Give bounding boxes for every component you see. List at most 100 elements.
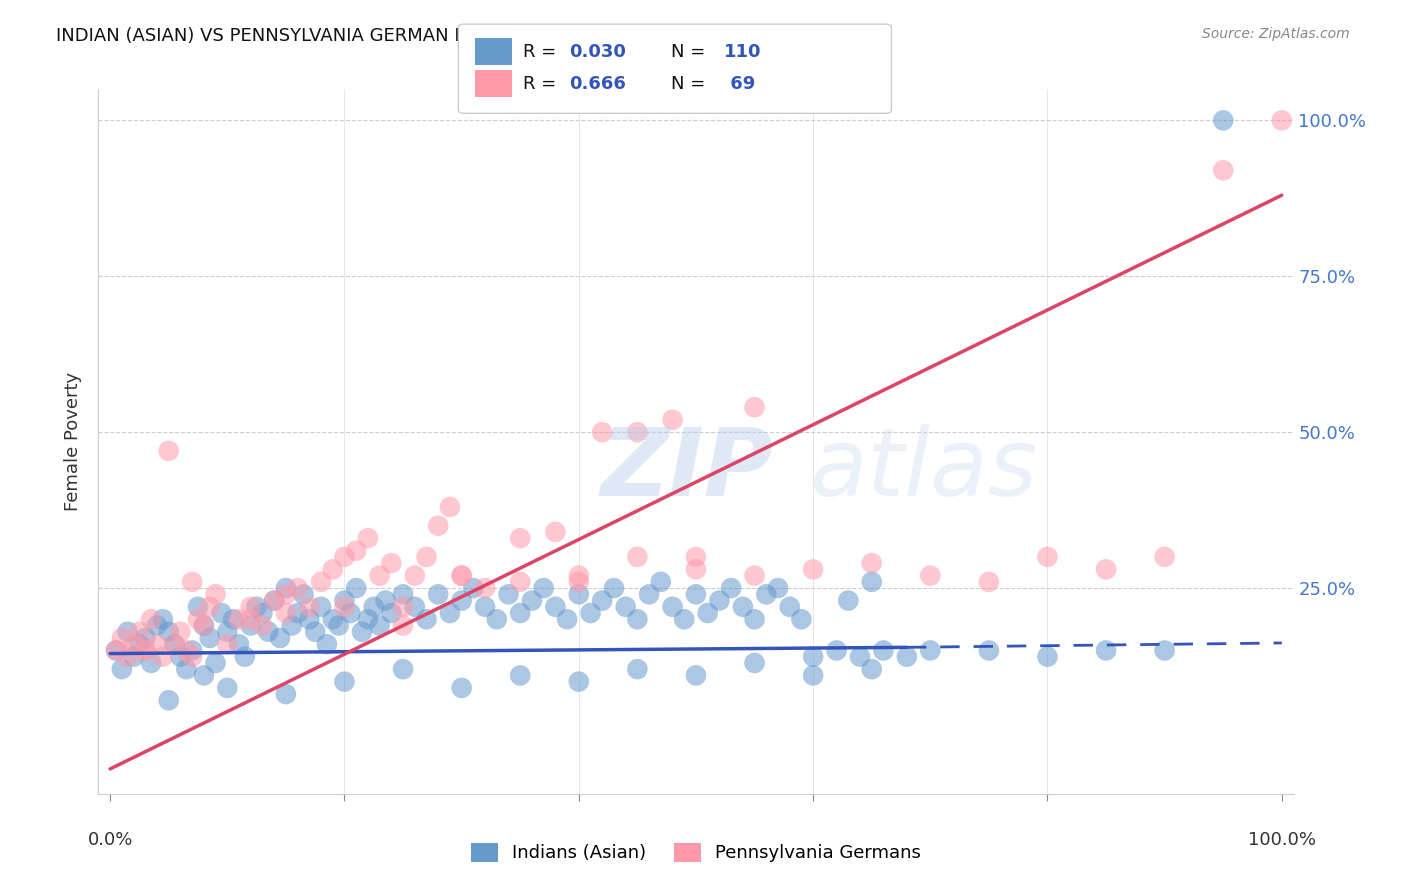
Point bbox=[128, 637, 150, 651]
Point bbox=[744, 612, 766, 626]
Point bbox=[252, 606, 274, 620]
Point bbox=[404, 599, 426, 614]
Text: 0.0%: 0.0% bbox=[87, 831, 132, 849]
Point bbox=[128, 624, 150, 639]
Point bbox=[269, 631, 291, 645]
Point bbox=[309, 574, 332, 589]
Point bbox=[544, 524, 567, 539]
Point bbox=[614, 599, 637, 614]
Point bbox=[263, 593, 285, 607]
Point bbox=[211, 606, 233, 620]
Point bbox=[626, 425, 648, 440]
Point bbox=[274, 587, 297, 601]
Point bbox=[744, 568, 766, 582]
Point bbox=[544, 599, 567, 614]
Point bbox=[198, 599, 221, 614]
Point bbox=[198, 631, 221, 645]
Point bbox=[287, 606, 309, 620]
Point bbox=[591, 425, 613, 440]
Point bbox=[339, 606, 361, 620]
Point bbox=[322, 562, 344, 576]
Point bbox=[274, 581, 297, 595]
Point bbox=[744, 656, 766, 670]
Point bbox=[626, 662, 648, 676]
Point bbox=[392, 599, 415, 614]
Point bbox=[122, 637, 145, 651]
Point bbox=[555, 612, 578, 626]
Point bbox=[415, 612, 437, 626]
Point bbox=[228, 612, 250, 626]
Text: R =: R = bbox=[523, 43, 562, 61]
Point bbox=[233, 649, 256, 664]
Point bbox=[174, 662, 197, 676]
Point bbox=[825, 643, 848, 657]
Point bbox=[368, 618, 391, 632]
Point bbox=[450, 681, 472, 695]
Point bbox=[152, 649, 174, 664]
Point bbox=[837, 593, 859, 607]
Text: N =: N = bbox=[671, 43, 710, 61]
Point bbox=[281, 618, 304, 632]
Point bbox=[187, 599, 209, 614]
Point bbox=[755, 587, 778, 601]
Point bbox=[357, 531, 380, 545]
Point bbox=[217, 637, 239, 651]
Point bbox=[328, 618, 350, 632]
Text: 0.666: 0.666 bbox=[569, 75, 626, 93]
Point bbox=[146, 618, 169, 632]
Point bbox=[1212, 113, 1234, 128]
Text: INDIAN (ASIAN) VS PENNSYLVANIA GERMAN FEMALE POVERTY CORRELATION CHART: INDIAN (ASIAN) VS PENNSYLVANIA GERMAN FE… bbox=[56, 27, 813, 45]
Point bbox=[392, 587, 415, 601]
Point bbox=[204, 656, 226, 670]
Point bbox=[239, 599, 262, 614]
Point bbox=[352, 624, 374, 639]
Point bbox=[498, 587, 520, 601]
Point bbox=[427, 518, 450, 533]
Point bbox=[374, 593, 396, 607]
Point bbox=[274, 687, 297, 701]
Point bbox=[872, 643, 894, 657]
Point bbox=[193, 618, 215, 632]
Point bbox=[439, 500, 461, 514]
Point bbox=[801, 668, 824, 682]
Point bbox=[920, 643, 942, 657]
Point bbox=[1036, 649, 1059, 664]
Point bbox=[333, 599, 356, 614]
Text: ZIP: ZIP bbox=[600, 424, 773, 516]
Point bbox=[626, 612, 648, 626]
Point bbox=[650, 574, 672, 589]
Point bbox=[509, 574, 531, 589]
Point bbox=[696, 606, 718, 620]
Text: Source: ZipAtlas.com: Source: ZipAtlas.com bbox=[1202, 27, 1350, 41]
Point bbox=[292, 587, 315, 601]
Text: 110: 110 bbox=[724, 43, 762, 61]
Point bbox=[157, 443, 180, 458]
Point bbox=[568, 587, 591, 601]
Point bbox=[181, 574, 204, 589]
Point bbox=[685, 549, 707, 564]
Text: atlas: atlas bbox=[810, 425, 1038, 516]
Point bbox=[181, 643, 204, 657]
Point bbox=[252, 618, 274, 632]
Point bbox=[333, 593, 356, 607]
Point bbox=[509, 531, 531, 545]
Point bbox=[193, 668, 215, 682]
Point bbox=[322, 612, 344, 626]
Point bbox=[239, 612, 262, 626]
Point bbox=[404, 568, 426, 582]
Point bbox=[1095, 643, 1118, 657]
Point bbox=[685, 668, 707, 682]
Point bbox=[849, 649, 872, 664]
Point bbox=[520, 593, 543, 607]
Point bbox=[1153, 549, 1175, 564]
Point bbox=[673, 612, 696, 626]
Point bbox=[380, 606, 402, 620]
Point bbox=[157, 624, 180, 639]
Point bbox=[105, 643, 128, 657]
Point bbox=[217, 624, 239, 639]
Point bbox=[344, 543, 367, 558]
Point bbox=[896, 649, 918, 664]
Point bbox=[1095, 562, 1118, 576]
Point bbox=[357, 612, 380, 626]
Text: 69: 69 bbox=[724, 75, 755, 93]
